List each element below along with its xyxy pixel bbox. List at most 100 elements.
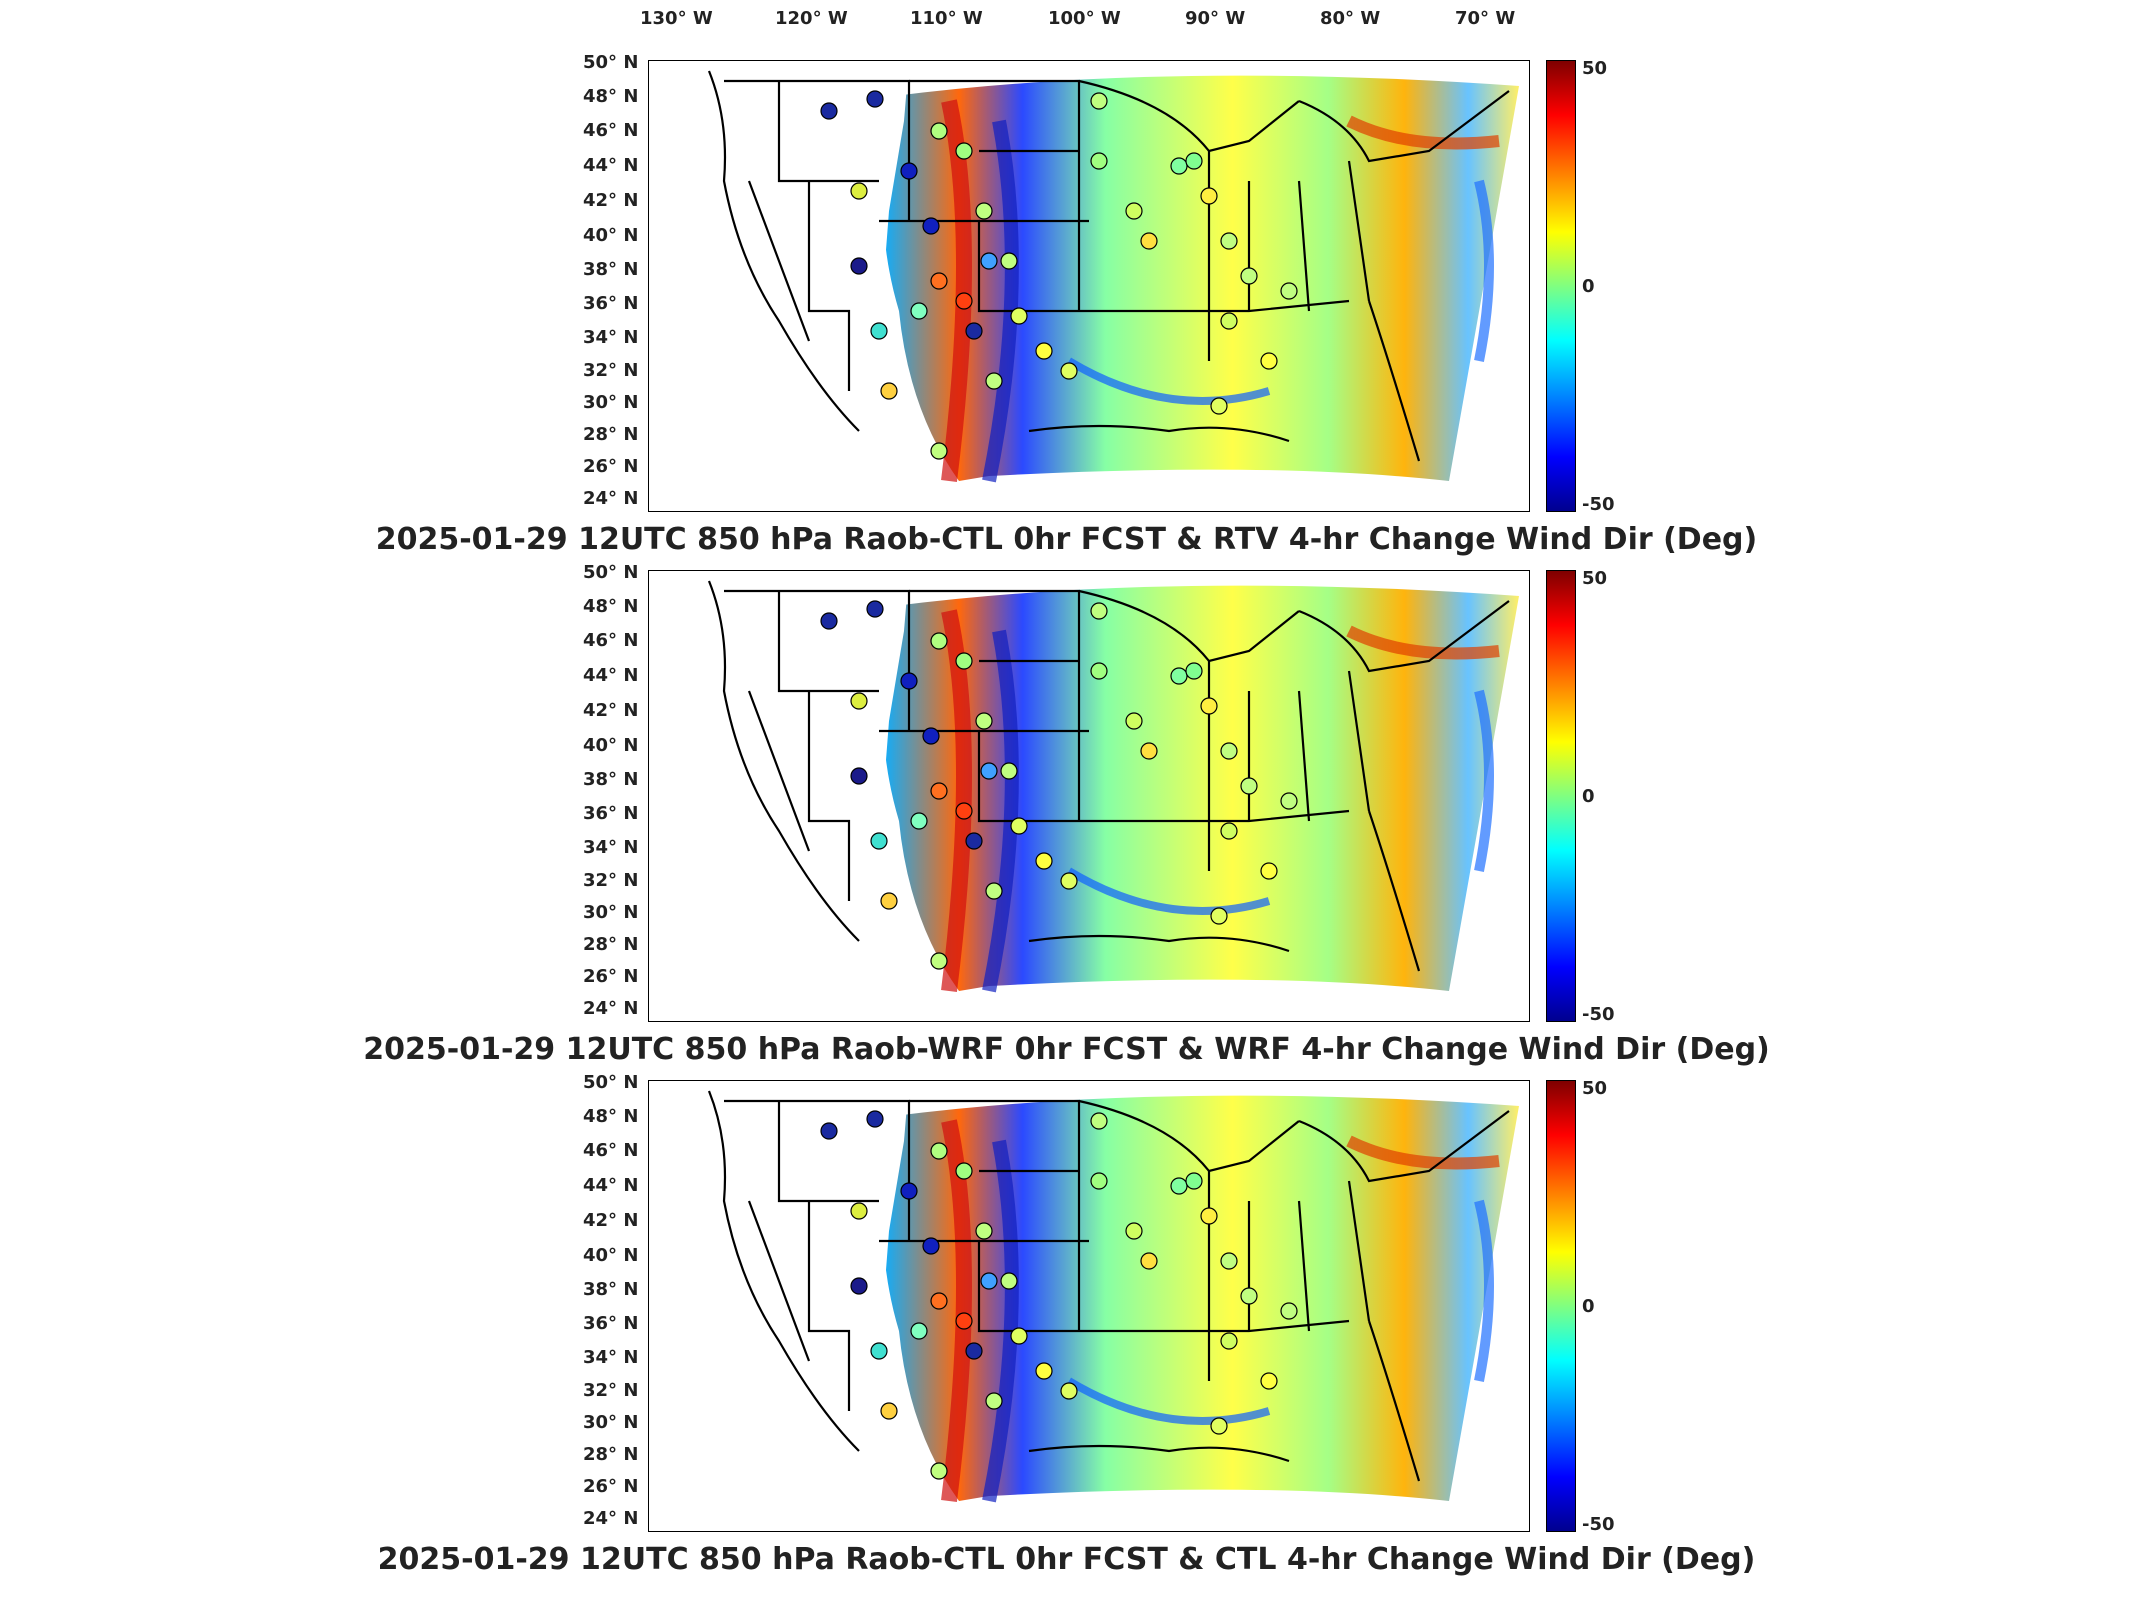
raob-station-marker (1035, 852, 1053, 870)
raob-station-marker (900, 1182, 918, 1200)
raob-station-marker (975, 1222, 993, 1240)
field-streak (1346, 625, 1500, 660)
raob-station-marker (820, 612, 838, 630)
latitude-label: 36° N (583, 803, 639, 824)
raob-station-marker (965, 1342, 983, 1360)
raob-station-marker (866, 600, 884, 618)
latitude-label: 40° N (583, 225, 639, 246)
latitude-label: 26° N (583, 966, 639, 987)
raob-station-marker (1240, 267, 1258, 285)
latitude-label: 28° N (583, 934, 639, 955)
longitude-label: 120° W (775, 8, 848, 29)
colorbar-tick-mid: 0 (1582, 276, 1595, 297)
colorbar (1546, 1080, 1576, 1532)
colorbar-tick-mid: 0 (1582, 1296, 1595, 1317)
raob-station-marker (910, 812, 928, 830)
field-streak (1474, 179, 1494, 362)
map-canvas (649, 571, 1519, 1021)
field-streak (1066, 357, 1271, 405)
raob-station-marker (1170, 667, 1188, 685)
panel-title: 2025-01-29 12UTC 850 hPa Raob-WRF 0hr FC… (363, 1032, 1770, 1067)
latitude-label: 38° N (583, 259, 639, 280)
raob-station-marker (1090, 92, 1108, 110)
raob-station-marker (965, 832, 983, 850)
raob-station-marker (1125, 1222, 1143, 1240)
state-boundary (1207, 661, 1371, 871)
latitude-label: 44° N (583, 665, 639, 686)
raob-station-marker (1185, 152, 1203, 170)
field-streak (941, 609, 972, 992)
wind-direction-map (648, 570, 1530, 1022)
latitude-label: 50° N (583, 52, 639, 73)
wind-direction-map (648, 1080, 1530, 1532)
latitude-label: 50° N (583, 562, 639, 583)
raob-station-marker (980, 1272, 998, 1290)
raob-station-marker (980, 252, 998, 270)
map-panel-3: 50° N 48° N 46° N 44° N 42° N 40° N 38° N 36° N… (0, 1072, 2133, 1590)
map-panel-1: 50° N 48° N 46° N 44° N 42° N 40° N 38° N 36° N… (0, 52, 2133, 570)
raob-station-marker (930, 632, 948, 650)
raob-station-marker (1090, 1112, 1108, 1130)
latitude-label: 42° N (583, 190, 639, 211)
colorbar-tick-min: -50 (1582, 1514, 1615, 1535)
raob-station-marker (900, 162, 918, 180)
latitude-label: 28° N (583, 1444, 639, 1465)
raob-station-marker (1140, 1252, 1158, 1270)
raob-station-marker (870, 1342, 888, 1360)
latitude-label: 24° N (583, 1508, 639, 1529)
latitude-label: 26° N (583, 456, 639, 477)
raob-station-marker (1060, 1382, 1078, 1400)
field-streak (1346, 1135, 1500, 1170)
longitude-label: 130° W (640, 8, 713, 29)
raob-station-marker (1240, 777, 1258, 795)
raob-station-marker (1090, 152, 1108, 170)
longitude-label: 80° W (1320, 8, 1381, 29)
raob-station-marker (1220, 822, 1238, 840)
raob-station-marker (985, 372, 1003, 390)
raob-station-marker (1185, 662, 1203, 680)
raob-station-marker (1060, 362, 1078, 380)
wind-change-field (882, 585, 1519, 991)
raob-station-marker (1060, 872, 1078, 890)
latitude-label: 48° N (583, 596, 639, 617)
raob-station-marker (1090, 1172, 1108, 1190)
raob-station-marker (1000, 252, 1018, 270)
raob-station-marker (820, 1122, 838, 1140)
latitude-label: 46° N (583, 120, 639, 141)
raob-station-marker (1200, 697, 1218, 715)
latitude-label: 44° N (583, 155, 639, 176)
raob-station-marker (1125, 202, 1143, 220)
raob-station-marker (1090, 662, 1108, 680)
raob-station-marker (955, 802, 973, 820)
latitude-label: 30° N (583, 1412, 639, 1433)
raob-station-marker (820, 102, 838, 120)
state-boundary (1207, 151, 1371, 361)
raob-station-marker (1000, 762, 1018, 780)
longitude-label: 70° W (1455, 8, 1516, 29)
field-streak (982, 1139, 1019, 1503)
latitude-label: 44° N (583, 1175, 639, 1196)
raob-station-marker (975, 712, 993, 730)
raob-station-marker (870, 322, 888, 340)
field-streak (1346, 115, 1500, 150)
raob-station-marker (1220, 1332, 1238, 1350)
colorbar-tick-max: 50 (1582, 1078, 1608, 1099)
latitude-label: 32° N (583, 360, 639, 381)
latitude-label: 40° N (583, 735, 639, 756)
latitude-label: 30° N (583, 902, 639, 923)
colorbar-tick-min: -50 (1582, 494, 1615, 515)
raob-station-marker (1210, 907, 1228, 925)
latitude-label: 46° N (583, 630, 639, 651)
raob-station-marker (1200, 1207, 1218, 1225)
field-streak (941, 1119, 972, 1502)
state-boundary (1028, 1320, 1421, 1482)
map-canvas (649, 61, 1519, 511)
raob-station-marker (850, 767, 868, 785)
raob-station-marker (1010, 817, 1028, 835)
raob-station-marker (866, 90, 884, 108)
raob-station-marker (850, 1202, 868, 1220)
raob-station-marker (1280, 1302, 1298, 1320)
raob-station-marker (930, 1462, 948, 1480)
colorbar (1546, 60, 1576, 512)
raob-station-marker (1010, 307, 1028, 325)
